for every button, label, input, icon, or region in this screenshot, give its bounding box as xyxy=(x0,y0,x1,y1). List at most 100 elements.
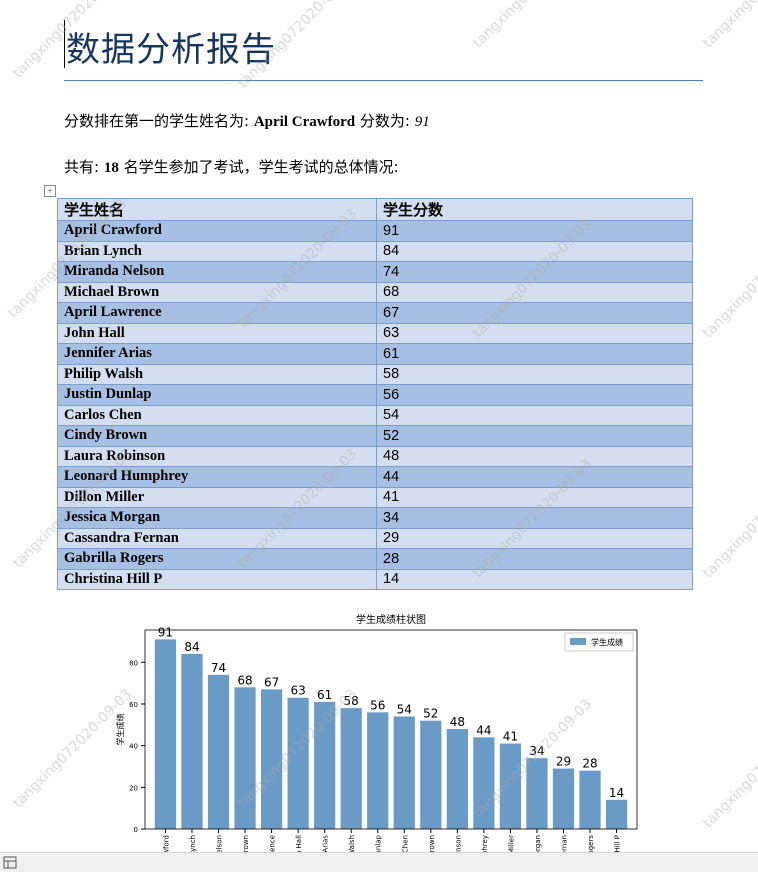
name-cell: April Crawford xyxy=(57,220,377,242)
score-cell: 52 xyxy=(376,425,693,447)
text: 名学生参加了考试，学生考试的总体情况: xyxy=(123,158,399,176)
name-cell: Jessica Morgan xyxy=(57,507,377,529)
value-label: 14 xyxy=(609,786,624,800)
watermark: tangxing072020-09-03 xyxy=(700,0,758,51)
y-tick-label: 20 xyxy=(129,784,138,792)
score-cell: 63 xyxy=(376,322,693,344)
value-label: 44 xyxy=(476,723,491,737)
plot-frame xyxy=(144,629,638,830)
table-row: Gabrilla Rogers 28 xyxy=(57,548,693,570)
header-cell: 学生姓名 xyxy=(57,198,377,221)
bar xyxy=(260,689,283,829)
score-cell: 28 xyxy=(376,548,693,570)
table-row: Justin Dunlap 56 xyxy=(57,384,693,406)
text: 分数排在第一的学生姓名为: xyxy=(64,112,250,130)
y-tick-label: 80 xyxy=(129,659,138,667)
x-tick-label: Jessica Morgan xyxy=(534,835,542,865)
score-cell: 61 xyxy=(376,343,693,365)
y-tick-label: 0 xyxy=(134,826,138,834)
text-cursor xyxy=(64,20,65,68)
bar xyxy=(234,687,256,829)
score-cell: 58 xyxy=(376,363,693,385)
name-cell: Dillon Miller xyxy=(57,486,377,508)
table-row: Jennifer Arias 61 xyxy=(57,343,693,365)
bar xyxy=(287,697,309,829)
table-row: Miranda Nelson 74 xyxy=(57,261,693,283)
x-tick-label: Justin Dunlap xyxy=(375,834,383,865)
x-tick-label: Carlos Chen xyxy=(401,835,409,865)
table-row: Michael Brown 68 xyxy=(57,281,693,303)
table-row: Cassandra Fernan 29 xyxy=(57,527,693,549)
name-cell: Christina Hill P xyxy=(57,568,377,590)
header-cell: 学生分数 xyxy=(376,198,693,221)
table-row: Leonard Humphrey 44 xyxy=(57,466,693,488)
table-row: April Crawford 91 xyxy=(57,220,693,242)
count: 18 xyxy=(103,160,119,176)
name-cell: Cassandra Fernan xyxy=(57,527,377,549)
name-cell: Michael Brown xyxy=(57,281,377,303)
bar xyxy=(393,716,415,829)
document-title: 数据分析报告 xyxy=(66,30,276,70)
table-row: Brian Lynch 84 xyxy=(57,240,693,262)
watermark: tangxing072020-09-03 xyxy=(700,216,758,342)
name-cell: Justin Dunlap xyxy=(57,384,377,406)
x-tick-label: Miranda Nelson xyxy=(216,835,224,865)
x-tick-label: Philip Walsh xyxy=(348,835,356,865)
table-row: Laura Robinson 48 xyxy=(57,445,693,467)
legend-box xyxy=(564,632,634,652)
x-tick-label: Jennifer Arias xyxy=(322,835,330,865)
bar xyxy=(446,728,468,829)
name-cell: Miranda Nelson xyxy=(57,261,377,283)
value-label: 74 xyxy=(211,661,226,675)
student-name: April Crawford xyxy=(253,114,356,130)
x-tick-label: Leonard Humphrey xyxy=(481,835,489,865)
bar xyxy=(154,639,177,829)
score-cell: 41 xyxy=(376,486,693,508)
bar xyxy=(526,758,548,829)
name-cell: Jennifer Arias xyxy=(57,343,377,365)
value-label: 54 xyxy=(397,702,412,716)
bar xyxy=(420,720,442,829)
table-row: Carlos Chen 54 xyxy=(57,404,693,426)
bar xyxy=(499,743,522,829)
chart-title: 学生成绩柱状图 xyxy=(356,613,426,626)
value-label: 29 xyxy=(556,755,571,769)
value-label: 41 xyxy=(503,730,518,744)
table-row: Christina Hill P 14 xyxy=(57,568,693,590)
text: 分数为: xyxy=(359,112,410,130)
watermark: tangxing072020-09-03 xyxy=(470,0,595,51)
y-tick-label: 40 xyxy=(129,743,138,751)
value-label: 52 xyxy=(423,707,438,721)
table-move-handle[interactable]: + xyxy=(44,185,56,197)
name-cell: Carlos Chen xyxy=(57,404,377,426)
score-cell: 56 xyxy=(376,384,693,406)
name-cell: Laura Robinson xyxy=(57,445,377,467)
name-cell: Cindy Brown xyxy=(57,425,377,447)
score-cell: 54 xyxy=(376,404,693,426)
x-tick-label: Michael Brown xyxy=(242,835,250,865)
bar xyxy=(552,768,575,829)
value-label: 34 xyxy=(529,744,544,758)
name-cell: John Hall xyxy=(57,322,377,344)
status-icon xyxy=(3,856,17,869)
table-header: 学生姓名 学生分数 xyxy=(57,198,693,221)
x-tick-label: Brian Lynch xyxy=(189,835,197,865)
watermark: tangxing072020-09-03 xyxy=(700,456,758,582)
score-cell: 34 xyxy=(376,507,693,529)
status-bar xyxy=(0,852,758,872)
value-label: 67 xyxy=(264,675,279,689)
score-cell: 44 xyxy=(376,466,693,488)
score-cell: 91 xyxy=(376,220,693,242)
value-label: 28 xyxy=(582,757,597,771)
x-tick-label: Christina Hill P xyxy=(614,835,622,865)
bar xyxy=(340,708,362,829)
bar xyxy=(605,799,628,829)
table-row: April Lawrence 67 xyxy=(57,302,693,324)
score-cell: 74 xyxy=(376,261,693,283)
bar xyxy=(367,712,389,829)
bar xyxy=(473,737,495,829)
score-table: 学生姓名 学生分数 April Crawford 91 Brian Lynch 84 M… xyxy=(57,198,693,590)
table-row: John Hall 63 xyxy=(57,322,693,344)
